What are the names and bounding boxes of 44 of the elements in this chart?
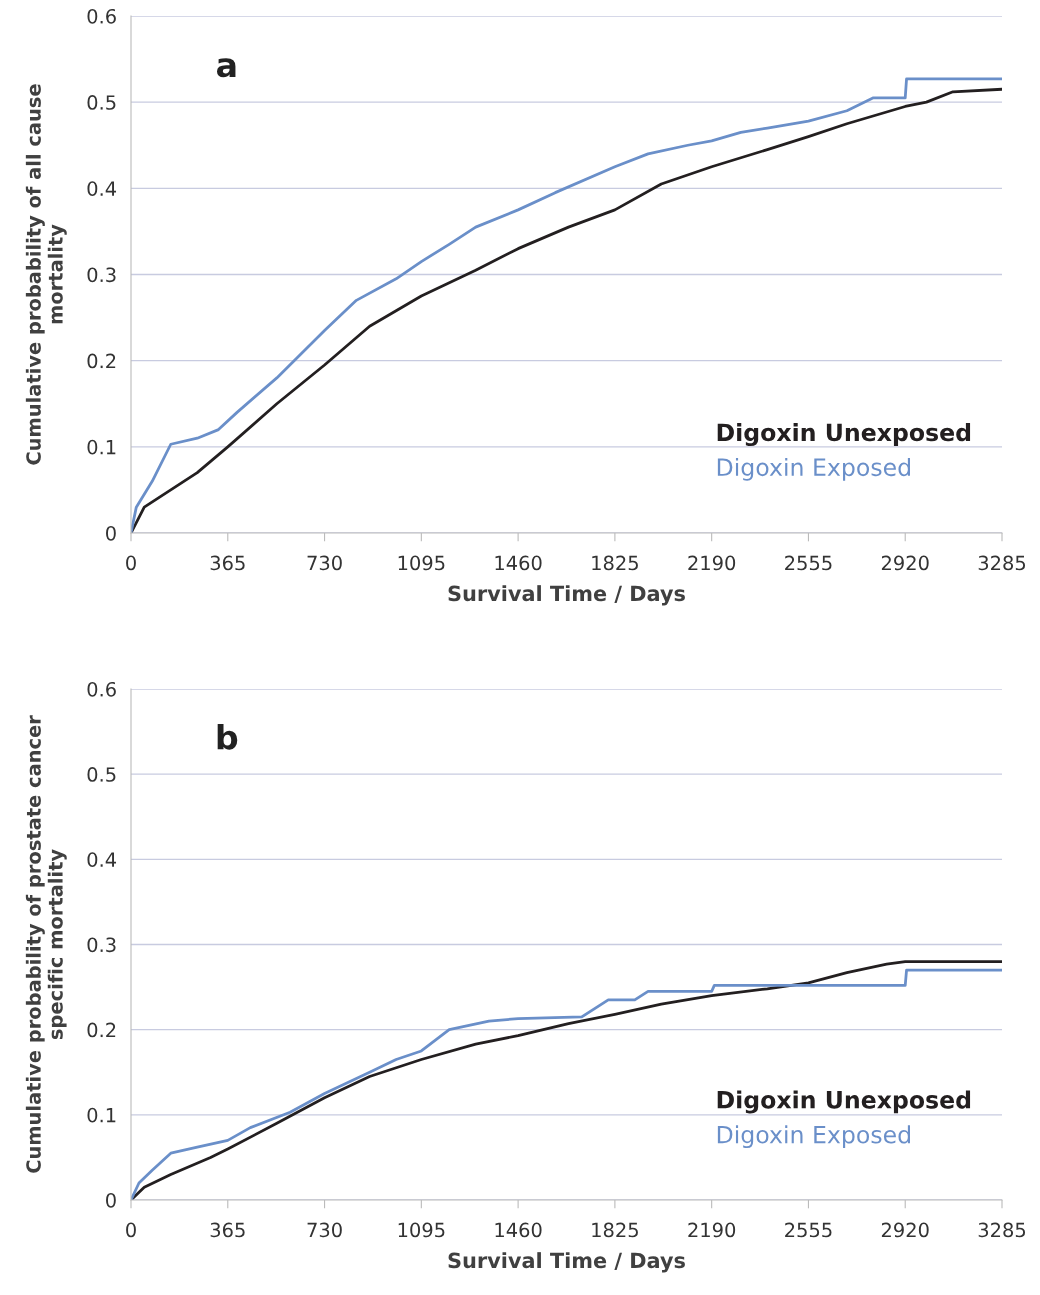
- x-axis-title: Survival Time / Days: [448, 1252, 685, 1273]
- x-tick-label: 365: [210, 1222, 245, 1238]
- y-axis-title: Cumulative probability of all cause mortality: [25, 84, 67, 465]
- y-tick-label: 0.6: [87, 681, 116, 697]
- y-tick-label: 0.6: [87, 8, 116, 24]
- y-tick-label: 0: [106, 1192, 116, 1208]
- x-tick-label: 1825: [592, 1222, 638, 1238]
- x-tick-label: 1460: [495, 555, 542, 571]
- y-tick-label: 0.1: [87, 1107, 116, 1123]
- y-tick-label: 0.2: [87, 1022, 116, 1038]
- text: Digoxin Exposed: [717, 1125, 910, 1149]
- y-tick-label: 0.4: [87, 181, 117, 196]
- y-tick-label: 0: [106, 525, 116, 541]
- x-tick-label: 0: [126, 1222, 136, 1238]
- text: Digoxin Unexposed: [717, 1090, 971, 1114]
- x-tick-label: 0: [126, 555, 136, 571]
- x-tick-label: 3285: [978, 555, 1026, 571]
- y-tick-label: 0.1: [87, 439, 116, 455]
- x-tick-label: 2555: [785, 1222, 832, 1238]
- y-tick-label: 0.4: [87, 852, 117, 867]
- text: a: [216, 58, 236, 78]
- text: Digoxin Unexposed: [717, 423, 971, 447]
- x-axis-title: Survival Time / Days: [448, 585, 685, 606]
- x-tick-label: 2555: [785, 555, 832, 571]
- x-tick-label: 2920: [881, 1222, 929, 1238]
- x-tick-label: 2190: [688, 1222, 736, 1238]
- text: Digoxin Exposed: [717, 457, 910, 481]
- x-tick-label: 730: [307, 555, 342, 571]
- x-tick-label: 1825: [592, 555, 638, 571]
- y-axis-title: Cumulative probability of prostate cancer specific mortality: [25, 715, 67, 1173]
- text: b: [217, 723, 238, 750]
- x-tick-label: 365: [210, 555, 245, 571]
- x-tick-label: 1095: [398, 555, 445, 571]
- y-tick-label: 0.2: [87, 353, 116, 369]
- x-tick-label: 2920: [881, 555, 929, 571]
- x-tick-label: 1095: [398, 1222, 445, 1238]
- x-tick-label: 730: [307, 1222, 342, 1238]
- y-tick-label: 0.3: [87, 937, 116, 953]
- y-tick-label: 0.5: [87, 95, 116, 110]
- x-tick-label: 3285: [978, 1222, 1026, 1238]
- y-tick-label: 0.3: [87, 267, 116, 283]
- y-tick-label: 0.5: [87, 767, 116, 782]
- x-tick-label: 1460: [495, 1222, 542, 1238]
- x-tick-label: 2190: [688, 555, 736, 571]
